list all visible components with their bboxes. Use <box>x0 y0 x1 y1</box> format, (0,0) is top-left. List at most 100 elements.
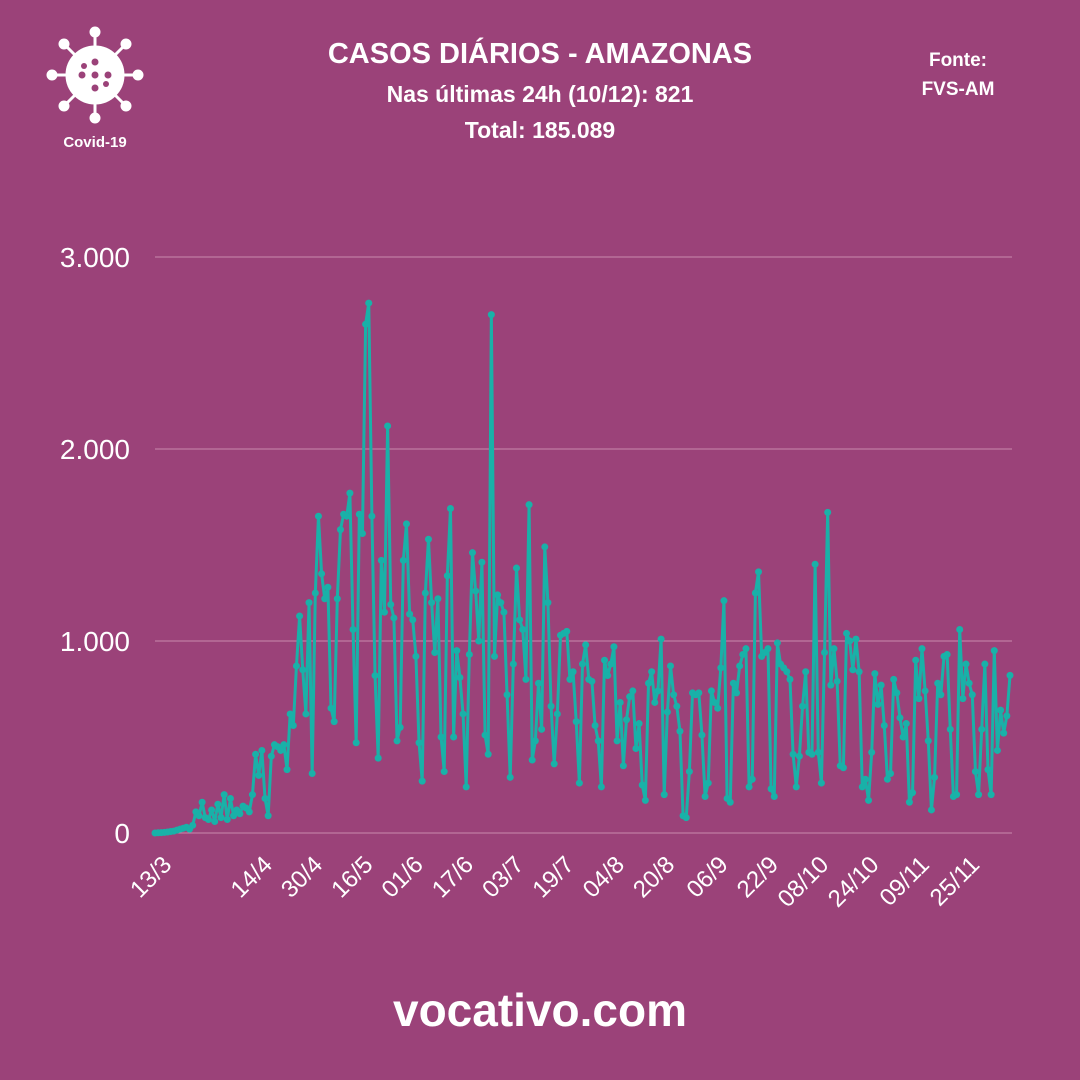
data-point <box>695 689 703 697</box>
data-point <box>236 810 244 818</box>
data-point <box>918 645 926 653</box>
data-point <box>226 794 234 802</box>
data-point <box>330 718 338 726</box>
data-point <box>896 714 904 722</box>
data-point <box>745 783 753 791</box>
data-point <box>509 660 517 668</box>
data-point <box>267 752 275 760</box>
data-point <box>736 662 744 670</box>
data-point <box>648 668 656 676</box>
data-point <box>318 570 326 578</box>
footer: vocativo.com <box>393 984 687 1036</box>
data-point <box>814 748 822 756</box>
data-point <box>616 698 624 706</box>
data-point <box>223 816 231 824</box>
data-point <box>380 608 388 616</box>
data-point <box>475 637 483 645</box>
data-point <box>764 645 772 653</box>
data-point <box>902 720 910 728</box>
y-tick-label: 3.000 <box>60 242 130 273</box>
data-point <box>855 668 863 676</box>
data-point <box>685 768 693 776</box>
data-point <box>311 589 319 597</box>
data-point <box>402 520 410 528</box>
data-point <box>767 785 775 793</box>
data-point <box>387 601 395 609</box>
data-point <box>934 679 942 687</box>
data-point <box>409 616 417 624</box>
data-point <box>399 556 407 564</box>
data-point <box>220 791 228 799</box>
data-point <box>701 793 709 801</box>
data-point <box>670 691 678 699</box>
logo-label: Covid-19 <box>63 134 126 151</box>
data-point <box>321 595 329 603</box>
data-point <box>563 627 571 635</box>
data-point <box>352 739 360 747</box>
data-point <box>654 687 662 695</box>
data-point <box>525 501 533 509</box>
data-point <box>927 806 935 814</box>
data-point <box>865 796 873 804</box>
source: FVS-AM <box>922 79 995 100</box>
data-point <box>619 762 627 770</box>
data-point <box>899 733 907 741</box>
data-point <box>211 817 219 825</box>
data-point <box>726 798 734 806</box>
data-point <box>355 510 363 518</box>
data-point <box>984 766 992 774</box>
data-point <box>717 664 725 672</box>
data-point <box>418 777 426 785</box>
data-point <box>566 675 574 683</box>
data-point <box>981 660 989 668</box>
data-point <box>817 779 825 787</box>
data-point <box>327 704 335 712</box>
data-point <box>591 721 599 729</box>
data-point <box>1003 712 1011 720</box>
data-point <box>487 311 495 319</box>
data-point <box>506 773 514 781</box>
data-point <box>434 595 442 603</box>
data-point <box>601 656 609 664</box>
data-point <box>575 779 583 787</box>
data-point <box>390 614 398 622</box>
data-point <box>673 702 681 710</box>
data-point <box>733 689 741 697</box>
data-point <box>714 704 722 712</box>
data-point <box>478 558 486 566</box>
data-point <box>604 672 612 680</box>
data-point <box>667 662 675 670</box>
data-point <box>490 652 498 660</box>
data-point <box>299 666 307 674</box>
data-point <box>283 766 291 774</box>
data-point <box>468 549 476 557</box>
data-point <box>261 794 269 802</box>
data-point <box>579 660 586 668</box>
data-point <box>839 764 847 772</box>
data-point <box>795 752 803 760</box>
data-point <box>874 700 882 708</box>
data-point <box>921 687 929 695</box>
data-point <box>324 583 332 591</box>
data-point <box>975 791 983 799</box>
data-point <box>824 508 832 516</box>
data-point <box>289 721 297 729</box>
data-point <box>374 754 382 762</box>
data-point <box>421 589 429 597</box>
data-point <box>1000 729 1008 737</box>
data-point <box>704 779 712 787</box>
title: CASOS DIÁRIOS - AMAZONAS <box>328 36 752 70</box>
data-point <box>852 635 860 643</box>
data-point <box>255 771 263 779</box>
data-point <box>663 708 671 716</box>
data-point <box>887 769 895 777</box>
data-point <box>645 679 653 687</box>
data-point <box>626 693 634 701</box>
data-point <box>924 737 932 745</box>
data-point <box>635 720 643 728</box>
data-point <box>365 299 373 307</box>
data-point <box>811 560 819 568</box>
data-point <box>931 773 939 781</box>
data-point <box>553 710 561 718</box>
